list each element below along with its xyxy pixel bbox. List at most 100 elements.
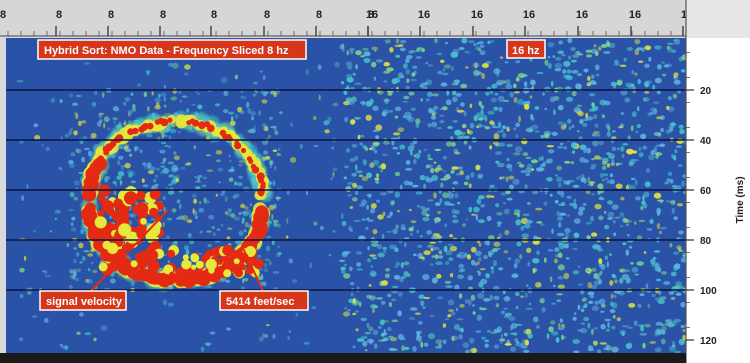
noise-blob	[673, 38, 681, 45]
noise-blob	[345, 61, 353, 67]
noise-blob	[652, 101, 660, 104]
noise-blob	[437, 255, 444, 259]
noise-blob	[447, 299, 455, 306]
noise-blob	[353, 219, 361, 222]
noise-blob	[459, 304, 465, 308]
noise-blob	[327, 116, 332, 122]
noise-blob	[442, 72, 449, 76]
noise-blob	[644, 323, 651, 328]
noise-blob	[420, 82, 426, 86]
noise-blob	[659, 230, 662, 235]
noise-blob	[597, 190, 605, 194]
noise-blob	[131, 213, 137, 219]
noise-blob	[259, 70, 263, 73]
noise-blob	[571, 69, 579, 74]
noise-blob	[488, 235, 495, 241]
noise-blob	[474, 91, 478, 95]
noise-blob	[311, 306, 317, 310]
noise-blob	[532, 316, 539, 323]
noise-blob	[644, 63, 650, 68]
noise-blob	[635, 179, 638, 186]
signal-core	[169, 271, 175, 277]
noise-blob	[242, 211, 249, 217]
noise-blob	[643, 251, 647, 254]
noise-blob	[269, 163, 272, 169]
noise-blob	[358, 174, 364, 178]
noise-blob	[656, 90, 661, 95]
noise-blob	[232, 195, 237, 199]
noise-blob	[26, 184, 29, 190]
noise-blob	[504, 343, 512, 346]
noise-blob	[590, 215, 594, 222]
noise-blob	[602, 179, 605, 182]
noise-blob	[379, 192, 388, 196]
noise-blob	[565, 180, 571, 185]
noise-blob	[659, 199, 664, 204]
noise-blob	[182, 214, 189, 221]
noise-blob	[431, 121, 438, 128]
noise-blob	[194, 175, 199, 179]
noise-blob	[481, 104, 484, 111]
signal-core	[130, 260, 138, 268]
noise-blob	[636, 124, 641, 128]
noise-blob	[577, 283, 584, 286]
noise-blob	[457, 201, 461, 205]
noise-blob	[523, 329, 527, 334]
signal-core	[181, 259, 192, 270]
noise-blob	[391, 298, 396, 302]
noise-blob	[504, 229, 510, 236]
noise-blob	[446, 90, 450, 96]
noise-blob	[502, 132, 507, 138]
noise-blob	[536, 250, 540, 256]
noise-blob	[74, 180, 80, 186]
noise-blob	[186, 219, 193, 224]
velocity-value-pointer	[241, 245, 264, 292]
noise-blob	[355, 170, 363, 174]
noise-blob	[591, 106, 599, 111]
noise-blob	[380, 169, 384, 173]
noise-blob	[676, 145, 682, 148]
noise-blob	[585, 49, 593, 53]
noise-blob	[76, 268, 82, 273]
noise-blob	[603, 173, 609, 177]
noise-blob	[459, 132, 466, 135]
noise-blob	[155, 167, 161, 171]
noise-blob	[625, 269, 630, 273]
noise-blob	[387, 92, 393, 96]
noise-blob	[341, 251, 349, 258]
noise-blob	[606, 131, 611, 138]
noise-blob	[557, 121, 564, 126]
noise-blob	[425, 79, 433, 86]
noise-blob	[666, 105, 670, 110]
noise-blob	[374, 49, 377, 52]
noise-blob	[582, 203, 587, 206]
noise-blob	[653, 133, 662, 136]
noise-blob	[195, 215, 198, 220]
noise-blob	[653, 146, 658, 153]
top-right-corner	[686, 0, 750, 38]
noise-blob	[589, 93, 596, 97]
noise-blob	[355, 64, 359, 70]
noise-blob	[412, 137, 418, 145]
noise-blob	[460, 135, 466, 139]
noise-blob	[436, 273, 442, 279]
noise-blob	[536, 72, 544, 74]
noise-blob	[485, 61, 492, 64]
noise-blob	[394, 115, 399, 119]
noise-blob	[262, 333, 266, 338]
noise-blob	[470, 172, 475, 178]
signal-core	[198, 121, 206, 130]
noise-blob	[264, 262, 268, 268]
noise-blob	[167, 161, 175, 165]
noise-blob	[643, 191, 650, 198]
noise-blob	[197, 92, 200, 95]
noise-blob	[391, 140, 395, 146]
noise-blob	[244, 206, 249, 210]
noise-blob	[415, 56, 422, 59]
noise-blob	[19, 293, 24, 299]
noise-blob	[474, 263, 478, 267]
noise-blob	[590, 74, 595, 80]
y-tick-label: 80	[700, 236, 712, 247]
noise-blob	[83, 250, 90, 253]
noise-blob	[408, 317, 416, 320]
